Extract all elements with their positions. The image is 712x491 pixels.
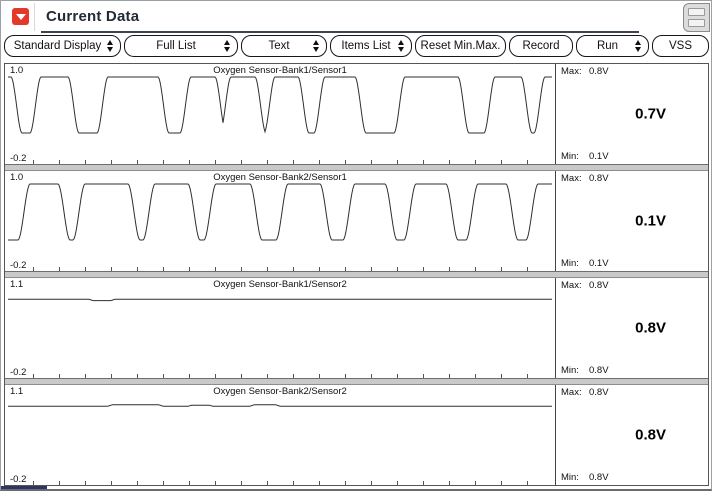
max-value: 0.8V [589,387,609,398]
max-value: 0.8V [589,66,609,77]
readout-area: Max: 0.8V Min: 0.1V 0.7V [555,64,708,164]
waveform-chart [8,404,552,407]
min-label: Min: [561,151,579,162]
max-readout: Max: 0.8V [561,173,609,184]
toolbar-button-text[interactable]: Text [241,35,327,57]
toolbar-button-label: Full List [156,40,196,52]
sensor-panel-3: 1.1 Oxygen Sensor-Bank1/Sensor2 -0.2 Max: 0.… [5,278,708,378]
min-readout: Min: 0.1V [561,151,609,162]
max-label: Max: [561,173,582,184]
chart-title: Oxygen Sensor-Bank1/Sensor1 [213,65,347,76]
waveform-chart [8,76,552,134]
scale-top-label: 1.0 [10,65,24,76]
toolbar-button-label: VSS [668,40,692,52]
panel-separator [5,378,708,385]
window-bar-glyph [688,19,705,27]
toolbar-button-run[interactable]: Run [576,35,649,57]
max-readout: Max: 0.8V [561,66,609,77]
min-readout: Min: 0.1V [561,258,609,269]
stacked-windows-icon[interactable] [683,3,710,32]
down-caret-icon [15,14,26,20]
scale-bottom-label: -0.2 [10,474,27,485]
tick-axis [33,374,553,378]
current-value-readout: 0.8V [635,319,666,337]
window-bar-glyph [688,8,705,16]
popup-spinner-icon [635,40,641,52]
popup-spinner-icon [224,40,230,52]
waveform-chart [8,183,552,241]
sensor-panel-2: 1.0 Oxygen Sensor-Bank2/Sensor1 -0.2 Max: 0.… [5,171,708,271]
min-label: Min: [561,258,579,269]
scale-top-label: 1.1 [10,386,24,397]
tick-axis [33,267,553,271]
max-value: 0.8V [589,280,609,291]
max-readout: Max: 0.8V [561,280,609,291]
max-readout: Max: 0.8V [561,387,609,398]
max-label: Max: [561,66,582,77]
title-bar: Current Data [1,1,711,33]
min-label: Min: [561,365,579,376]
titlebar-divider [34,3,35,31]
window-edge-accent [1,486,47,489]
toolbar-button-full-list[interactable]: Full List [124,35,238,57]
readout-area: Max: 0.8V Min: 0.8V 0.8V [555,278,708,378]
toolbar-button-standard-display[interactable]: Standard Display [4,35,121,57]
panel-separator [5,271,708,278]
readout-area: Max: 0.8V Min: 0.8V 0.8V [555,385,708,485]
toolbar-button-label: Record [522,40,560,52]
scale-top-label: 1.0 [10,172,24,183]
current-value-readout: 0.8V [635,426,666,444]
panel-separator [5,164,708,171]
sensor-panel-4: 1.1 Oxygen Sensor-Bank2/Sensor2 -0.2 Max: 0.… [5,385,708,485]
page-title: Current Data [46,8,140,25]
toolbar-button-label: Text [268,40,290,52]
toolbar-button-label: Items List [341,40,391,52]
scale-top-label: 1.1 [10,279,24,290]
scale-bottom-label: -0.2 [10,367,27,378]
min-label: Min: [561,472,579,483]
toolbar-button-label: Standard Display [13,40,102,52]
min-readout: Min: 0.8V [561,472,609,483]
toolbar-button-record[interactable]: Record [509,35,573,57]
current-value-readout: 0.1V [635,212,666,230]
min-readout: Min: 0.8V [561,365,609,376]
max-label: Max: [561,280,582,291]
tick-axis [33,481,553,485]
menu-dropdown-icon[interactable] [12,8,29,25]
min-value: 0.8V [589,365,609,376]
waveform-chart [8,298,552,302]
toolbar: Standard Display Full List Text Items List R… [4,35,709,60]
min-value: 0.1V [589,151,609,162]
charts: 1.0 Oxygen Sensor-Bank1/Sensor1 -0.2 Max: 0.… [4,63,709,486]
toolbar-button-reset-min-max[interactable]: Reset Min.Max. [415,35,506,57]
toolbar-button-items-list[interactable]: Items List [330,35,412,57]
title-underline [41,31,639,33]
scale-bottom-label: -0.2 [10,260,27,271]
popup-spinner-icon [107,40,113,52]
toolbar-button-vss[interactable]: VSS [652,35,709,57]
toolbar-button-label: Reset Min.Max. [420,40,501,52]
chart-title: Oxygen Sensor-Bank2/Sensor2 [213,386,347,397]
tick-axis [33,160,553,164]
chart-title: Oxygen Sensor-Bank2/Sensor1 [213,172,347,183]
min-value: 0.1V [589,258,609,269]
readout-area: Max: 0.8V Min: 0.1V 0.1V [555,171,708,271]
toolbar-button-label: Run [596,40,619,52]
max-label: Max: [561,387,582,398]
max-value: 0.8V [589,173,609,184]
chart-title: Oxygen Sensor-Bank1/Sensor2 [213,279,347,290]
scale-bottom-label: -0.2 [10,153,27,164]
sensor-panel-1: 1.0 Oxygen Sensor-Bank1/Sensor1 -0.2 Max: 0.… [5,64,708,164]
popup-spinner-icon [398,40,404,52]
min-value: 0.8V [589,472,609,483]
popup-spinner-icon [313,40,319,52]
current-value-readout: 0.7V [635,105,666,123]
